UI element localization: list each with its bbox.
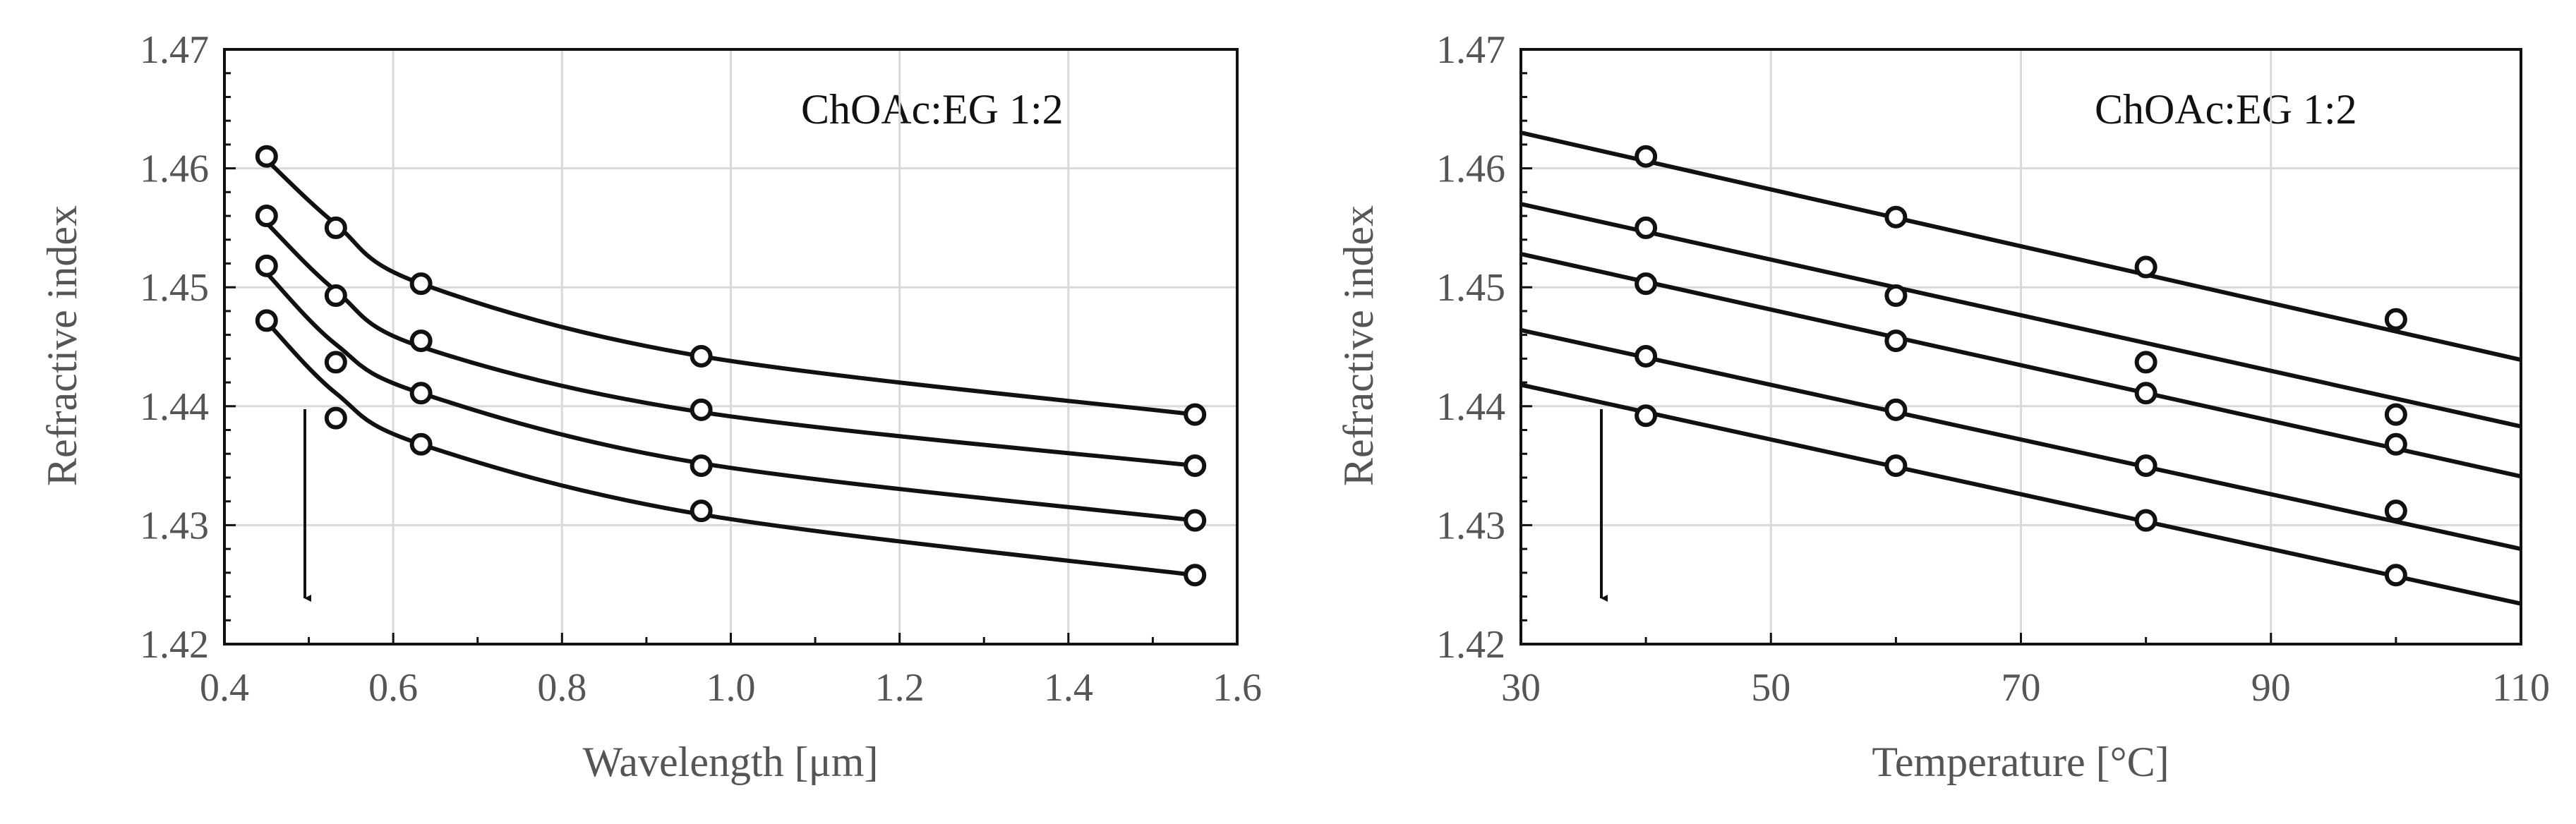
series-4-point — [1184, 564, 1207, 587]
x-tick-label: 1.2 — [875, 666, 925, 710]
plot-frame — [223, 48, 1239, 646]
y-tick-label: 1.43 — [140, 504, 209, 547]
y-tick-label: 1.47 — [1436, 28, 1505, 72]
y-tick-label: 1.46 — [1436, 147, 1505, 191]
x-tick-label: 70 — [2002, 666, 2041, 710]
series-3-point — [2384, 432, 2407, 456]
x-tick-label: 110 — [2492, 666, 2550, 710]
series-3-point — [1884, 329, 1908, 353]
series-3-point — [690, 454, 713, 478]
plot-frame — [1519, 48, 2522, 646]
y-axis-title: Refractive index — [1335, 205, 1382, 486]
x-tick-label: 50 — [1751, 666, 1790, 710]
series-4-fit-curve — [264, 320, 1198, 578]
series-3-point — [409, 382, 433, 405]
series-1-point — [409, 272, 433, 296]
y-tick-label: 1.44 — [140, 385, 209, 429]
series-1-point — [255, 145, 278, 168]
series-1-fit-line — [1520, 131, 2522, 362]
series-5-point — [2384, 564, 2407, 587]
chart-annotation: ChOAc:EG 1:2 — [801, 86, 1064, 133]
y-tick-label: 1.45 — [140, 266, 209, 310]
series-2-point — [255, 205, 278, 228]
series-1-point — [1884, 205, 1908, 229]
y-tick-label: 1.47 — [140, 28, 209, 72]
series-2-point — [2134, 351, 2157, 374]
series-1-point — [2134, 255, 2157, 279]
x-tick-label: 0.6 — [368, 666, 418, 710]
series-5-fit-line — [1520, 382, 2522, 606]
series-markers — [1635, 145, 2407, 587]
series-1-point — [1184, 403, 1207, 426]
chart-temperature: ChOAc:EG 1:2 Temperature [°C] Refractive… — [1335, 28, 2550, 785]
y-tick-label: 1.42 — [140, 623, 209, 667]
y-tick-label: 1.46 — [140, 147, 209, 191]
x-tick-label: 30 — [1501, 666, 1541, 710]
grid — [1521, 49, 2521, 644]
series-4-point — [255, 309, 278, 332]
y-tick-label: 1.42 — [1436, 623, 1505, 667]
x-axis-title: Temperature [°C] — [1872, 739, 2169, 785]
series-4-point — [409, 432, 433, 456]
series-3-fit-curve — [264, 271, 1198, 523]
x-tick-label: 0.4 — [200, 666, 249, 710]
series-3-fit-line — [1520, 252, 2522, 479]
x-tick-label: 1.0 — [706, 666, 756, 710]
series-2-point — [690, 398, 713, 421]
grid — [224, 49, 1237, 644]
series-1-point — [2384, 308, 2407, 331]
series-3-point — [2134, 382, 2157, 405]
series-4-point — [690, 499, 713, 523]
series-3-point — [1184, 509, 1207, 532]
series-4-point — [2134, 454, 2157, 478]
x-tick-labels: 30 50 70 90 110 — [1501, 666, 2550, 710]
series-4-point — [324, 406, 347, 430]
series-2-point — [409, 329, 433, 353]
series-3-point — [324, 351, 347, 374]
x-tick-label: 1.4 — [1044, 666, 1093, 710]
series-2-point — [1184, 454, 1207, 478]
x-tick-label: 1.6 — [1212, 666, 1262, 710]
series-2-point — [1635, 216, 1658, 239]
y-tick-label: 1.43 — [1436, 504, 1505, 547]
series-4-point — [2384, 499, 2407, 523]
series-2-point — [324, 284, 347, 308]
x-tick-label: 0.8 — [537, 666, 586, 710]
chart-annotation: ChOAc:EG 1:2 — [2095, 86, 2357, 133]
series-3-point — [1635, 272, 1658, 296]
series-1-point — [324, 216, 347, 239]
series-4-point — [1635, 344, 1658, 368]
chart-wavelength: ChOAc:EG 1:2 Wavelength [μm] Refractive … — [39, 28, 1262, 785]
series-2-fit-line — [1520, 202, 2522, 429]
y-tick-label: 1.44 — [1436, 385, 1505, 429]
x-axis-title: Wavelength [μm] — [583, 739, 879, 785]
series-lines — [1520, 131, 2522, 606]
x-tick-label: 90 — [2251, 666, 2291, 710]
y-tick-labels: 1.42 1.43 1.44 1.45 1.46 1.47 — [140, 28, 209, 667]
series-5-point — [1635, 404, 1658, 428]
series-2-point — [1884, 284, 1908, 308]
x-tick-labels: 0.4 0.6 0.8 1.0 1.2 1.4 1.6 — [200, 666, 1262, 710]
series-markers — [255, 145, 1207, 587]
series-2-point — [2384, 403, 2407, 426]
series-5-point — [1884, 454, 1908, 478]
y-tick-labels: 1.42 1.43 1.44 1.45 1.46 1.47 — [1436, 28, 1505, 667]
series-1-point — [690, 344, 713, 368]
series-4-point — [1884, 398, 1908, 421]
y-tick-label: 1.45 — [1436, 266, 1505, 310]
series-5-point — [2134, 509, 2157, 532]
series-3-point — [255, 254, 278, 277]
series-1-point — [1635, 145, 1658, 168]
y-axis-title: Refractive index — [39, 205, 85, 486]
series-4-fit-line — [1520, 327, 2522, 552]
